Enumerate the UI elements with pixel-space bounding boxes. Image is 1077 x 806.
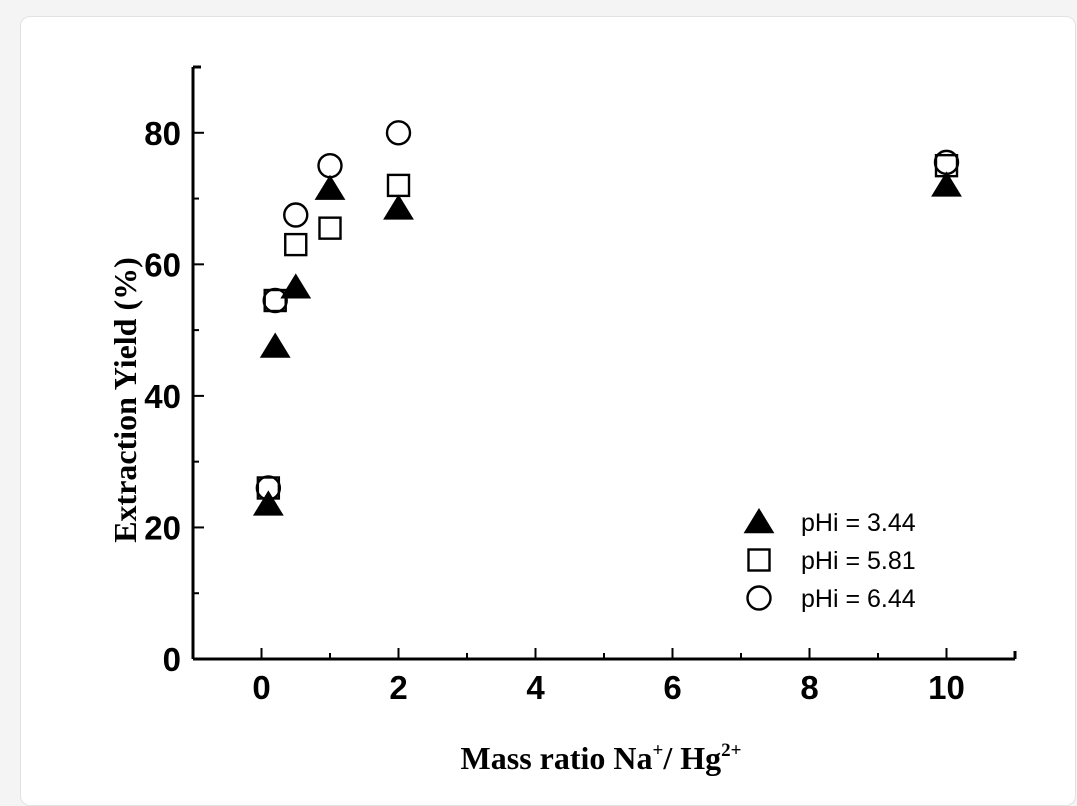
- data-point: [385, 120, 412, 146]
- x-axis-title-main: Mass ratio Na: [461, 740, 653, 776]
- y-tick-label: 40: [144, 378, 181, 415]
- y-tick-label: 80: [144, 115, 181, 152]
- legend-label: pHi = 5.81: [801, 547, 916, 575]
- y-tick-label: 20: [144, 509, 181, 546]
- axis-ticks: [192, 131, 1016, 660]
- data-point: [318, 216, 342, 240]
- data-point: [314, 174, 346, 200]
- x-tick-label: 4: [526, 669, 545, 706]
- figure-card: 0 2 4 6 8 10 0 20 40 60 80 pHi = 3.44 pHi = 5.81 pHi…: [20, 16, 1076, 806]
- tick-labels: 0 2 4 6 8 10 0 20 40 60 80: [144, 115, 965, 706]
- data-point: [386, 173, 411, 198]
- x-tick-label: 8: [800, 669, 818, 706]
- legend-label: pHi = 6.44: [801, 585, 916, 613]
- legend-marker: [743, 508, 775, 534]
- data-point: [255, 475, 282, 501]
- x-tick-label: 0: [252, 669, 270, 706]
- x-tick-label: 10: [928, 669, 965, 706]
- data-point: [252, 490, 284, 516]
- data-point: [262, 287, 288, 314]
- data-point: [284, 232, 308, 257]
- x-axis-title: Mass ratio Na+/ Hg2+: [461, 740, 742, 776]
- x-axis-title-sup1: +: [653, 740, 664, 761]
- data-point: [931, 171, 962, 197]
- x-axis-title-sup2: 2+: [721, 740, 741, 761]
- x-tick-label: 6: [663, 669, 681, 706]
- y-tick-label: 60: [144, 246, 181, 283]
- data-point: [280, 273, 312, 299]
- legend-marker: [746, 585, 772, 611]
- data-point: [317, 152, 343, 179]
- x-axis-title-mid: / Hg: [662, 740, 721, 776]
- legend-label: pHi = 3.44: [801, 509, 916, 537]
- data-point: [383, 194, 414, 220]
- data-point: [259, 332, 291, 358]
- data-point: [283, 202, 309, 228]
- data-point: [933, 149, 960, 176]
- x-tick-label: 2: [389, 669, 407, 706]
- legend: pHi = 3.44 pHi = 5.81 pHi = 6.44: [743, 508, 916, 613]
- series-3: [255, 120, 960, 501]
- data-markers: [252, 120, 962, 516]
- legend-marker: [747, 548, 771, 572]
- series-2: [256, 153, 959, 500]
- y-tick-label: 0: [163, 641, 181, 678]
- series-1: [252, 171, 962, 516]
- y-axis-title: Extraction Yield (%): [107, 257, 143, 543]
